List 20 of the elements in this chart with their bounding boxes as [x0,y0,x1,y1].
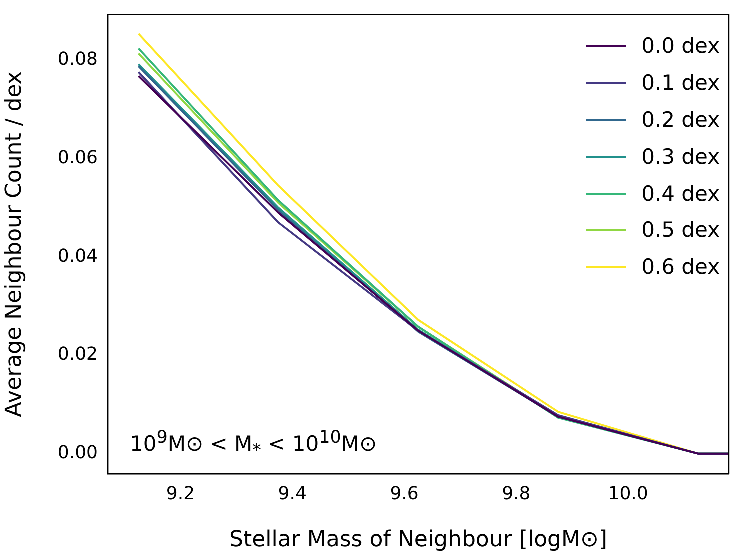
x-tick-label: 10.0 [608,483,648,504]
x-axis-title: Stellar Mass of Neighbour [logM⊙] [230,528,608,553]
x-tick-label: 9.4 [278,483,307,504]
x-tick-label: 9.6 [390,483,419,504]
y-tick-label: 0.06 [58,148,98,169]
legend-label: 0.1 dex [642,71,720,96]
legend-label: 0.6 dex [642,255,720,280]
y-tick-label: 0.04 [58,246,98,267]
y-tick-label: 0.00 [58,442,98,464]
legend-label: 0.4 dex [642,182,720,206]
y-axis-title: Average Neighbour Count / dex [2,72,27,418]
legend-label: 0.5 dex [642,218,720,242]
x-tick-label: 9.8 [502,483,531,504]
y-tick-label: 0.08 [58,49,98,70]
legend-label: 0.3 dex [642,144,720,169]
legend-label: 0.0 dex [642,34,720,58]
legend-label: 0.2 dex [642,108,720,132]
x-tick-label: 9.2 [166,483,196,504]
y-tick-label: 0.02 [58,344,98,366]
annotation: 10$^{9}$M⊙ < M$_{*}$ < 10$^{10}$M⊙ [130,428,378,462]
